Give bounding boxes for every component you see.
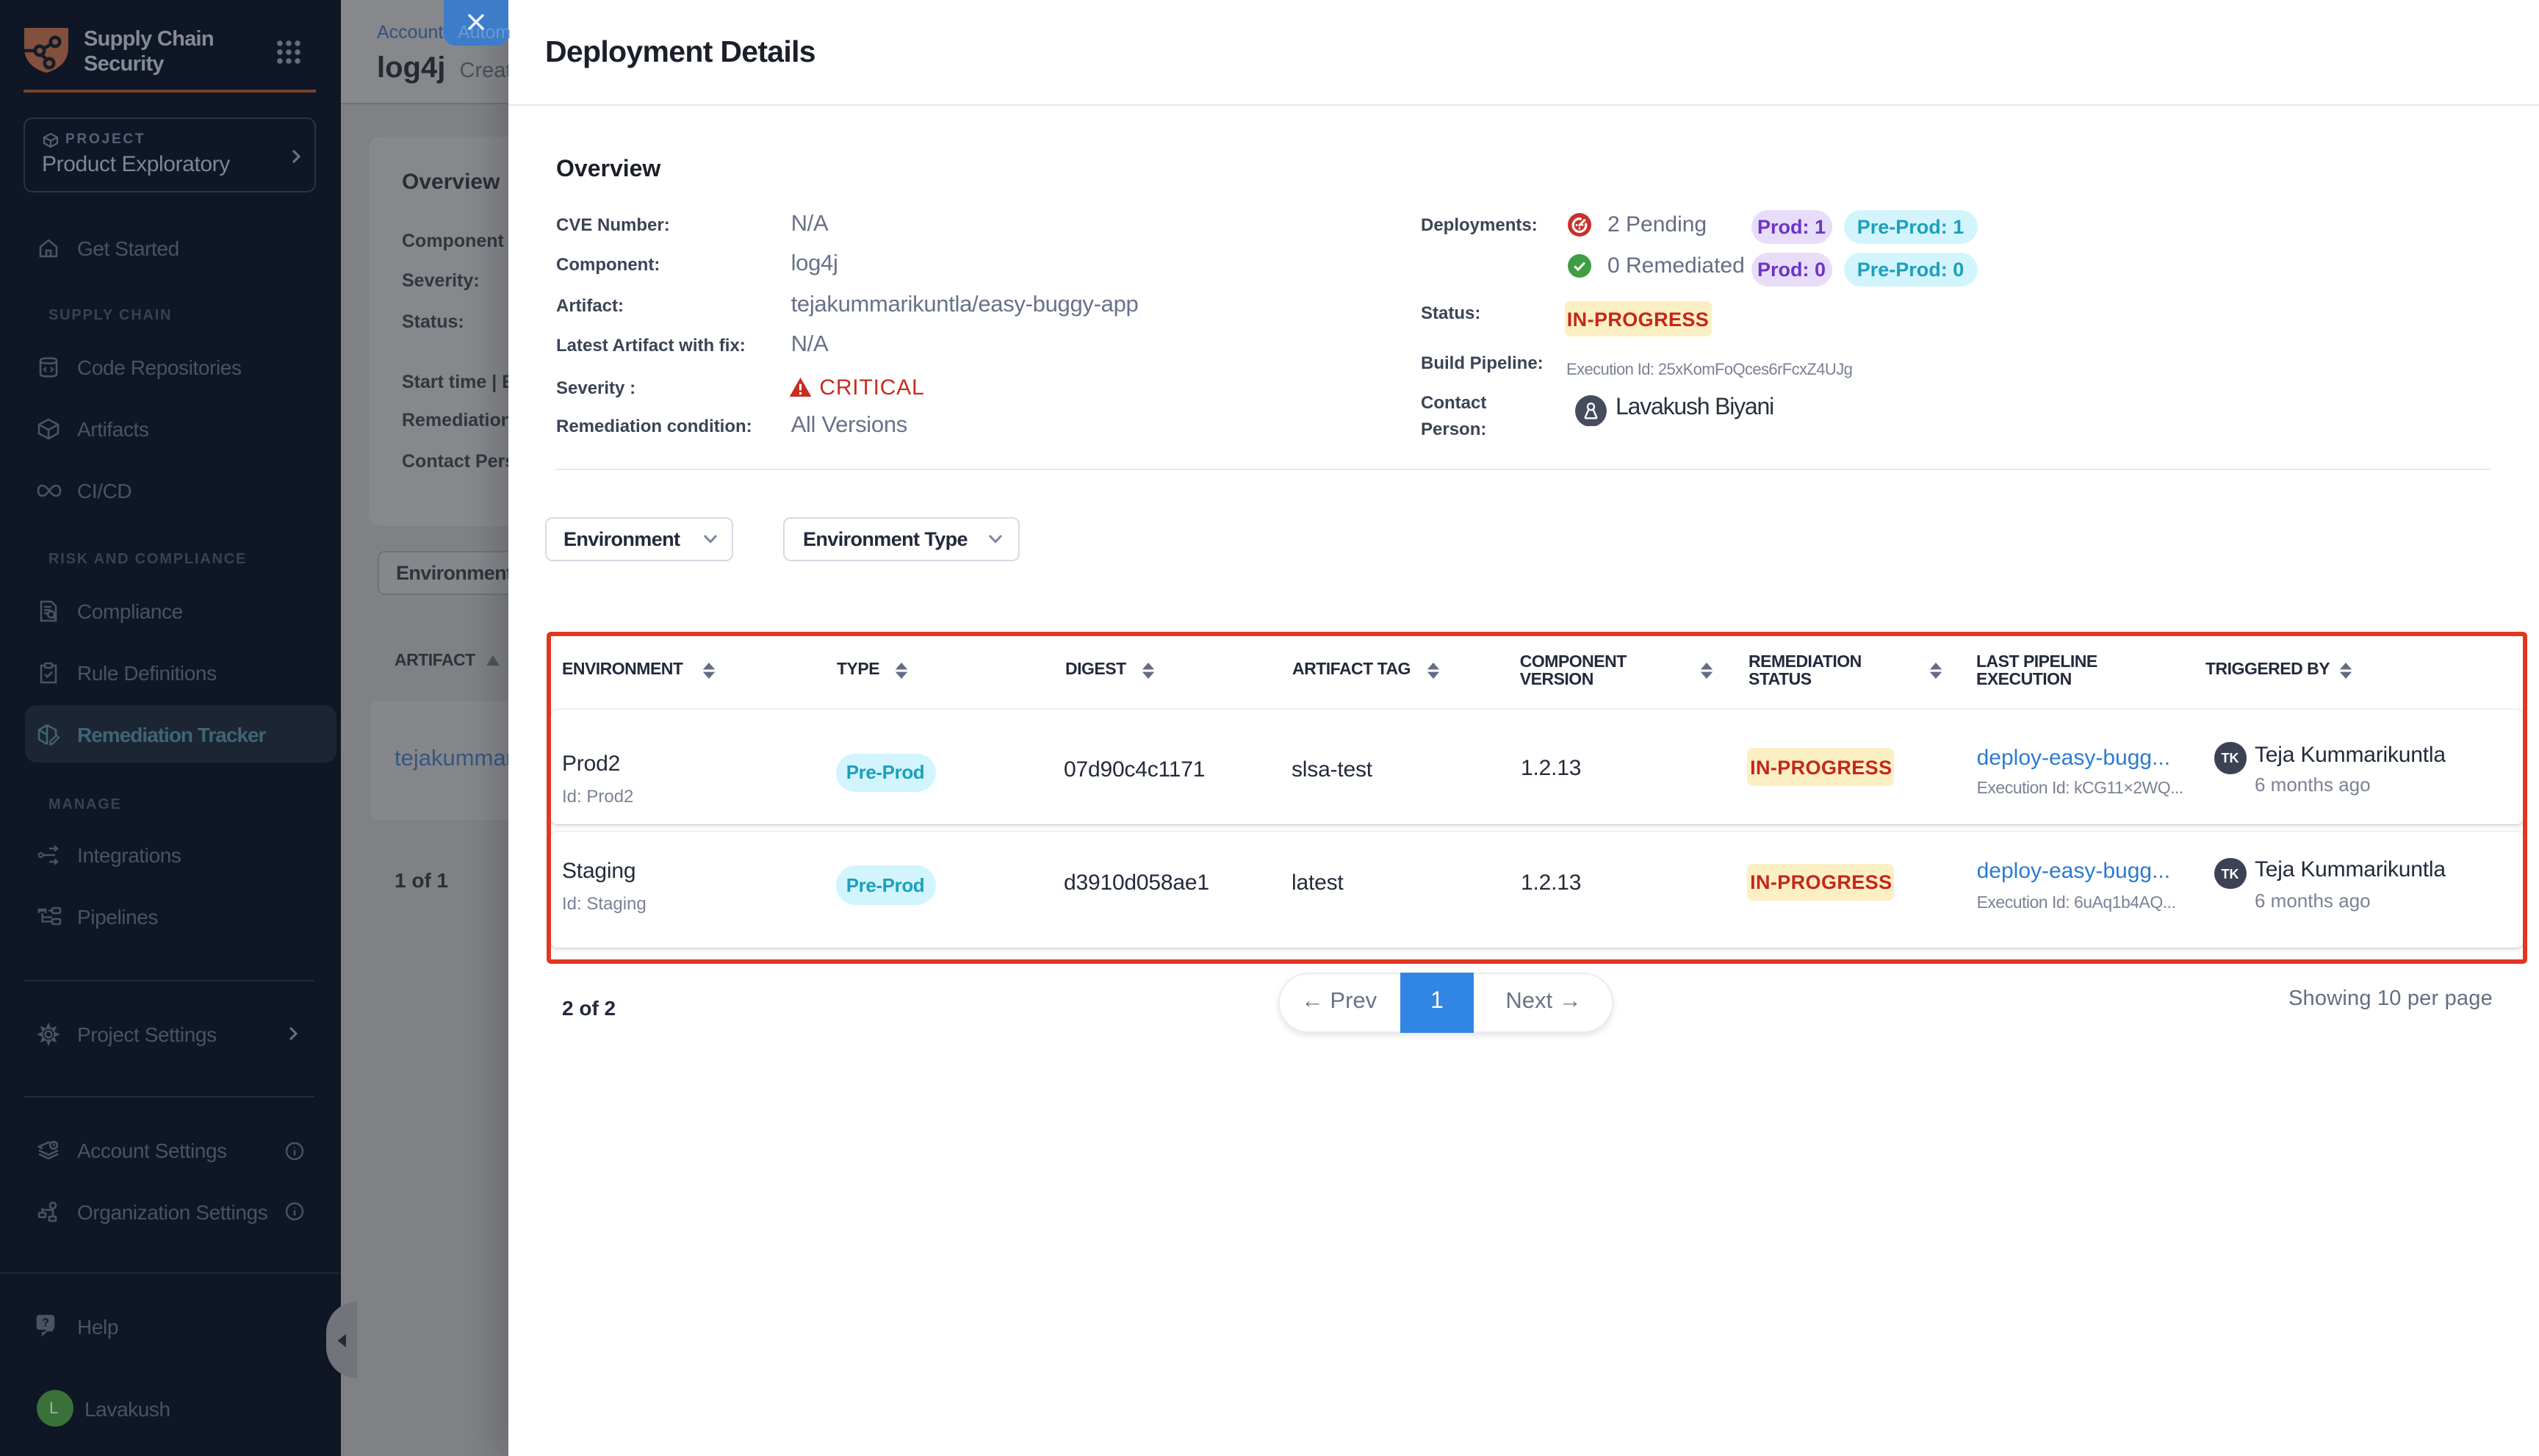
svg-text:?: ? — [42, 1317, 49, 1330]
